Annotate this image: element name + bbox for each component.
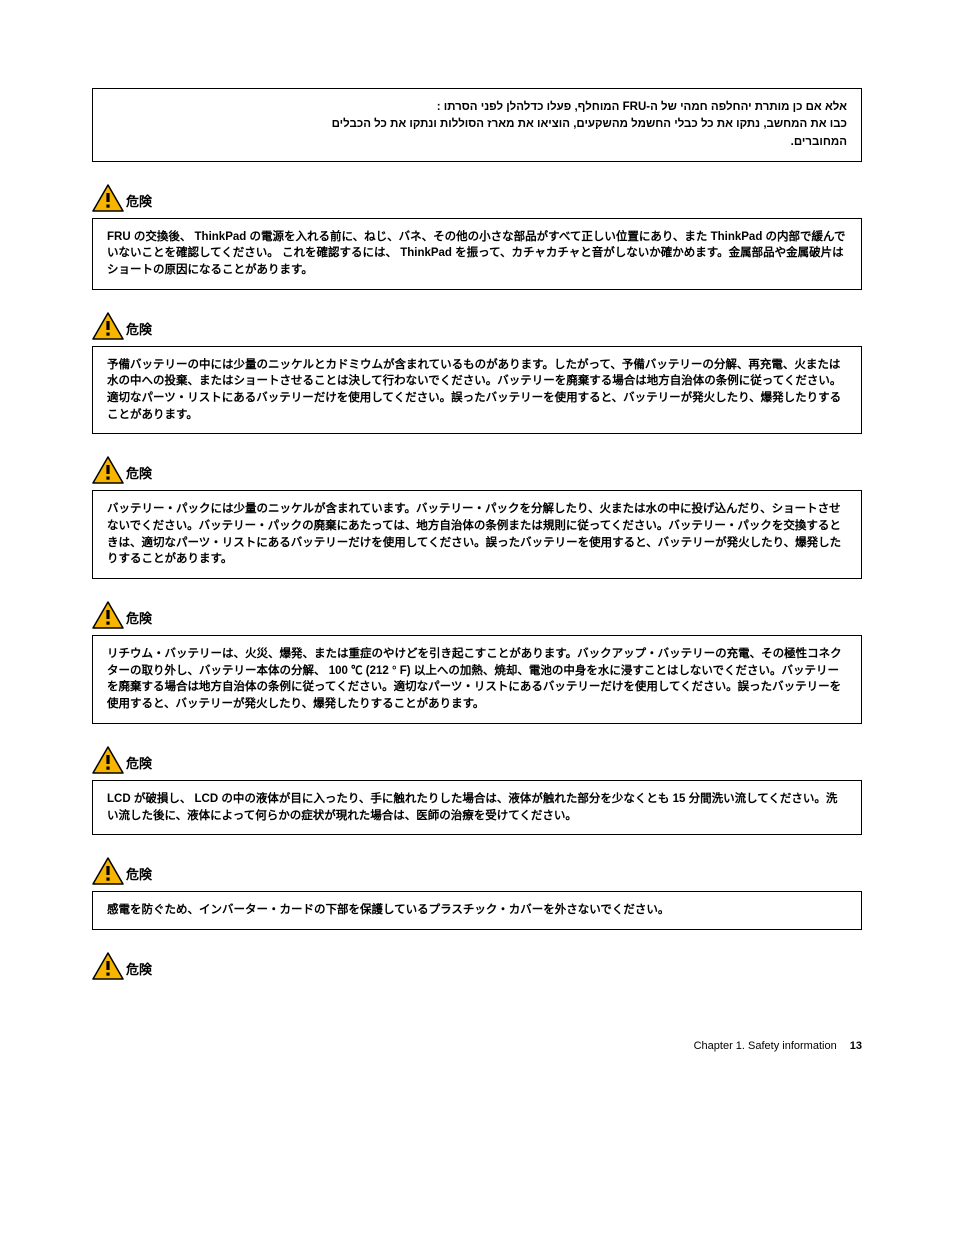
warning-triangle-icon xyxy=(92,184,124,212)
danger-label: 危険 xyxy=(126,753,152,774)
danger-block: 危険感電を防ぐため、インバーター・カードの下部を保護しているプラスチック・カバー… xyxy=(92,857,862,930)
danger-header: 危険 xyxy=(92,601,862,629)
warning-triangle-icon xyxy=(92,952,124,980)
danger-block-trailing: 危険 xyxy=(92,952,862,980)
footer-page-number: 13 xyxy=(850,1040,862,1052)
danger-label: 危険 xyxy=(126,463,152,484)
warning-triangle-icon xyxy=(92,456,124,484)
hebrew-text: אלא אם כן מותרת יהחלפה חמהי של ה-FRU המו… xyxy=(107,99,847,151)
hebrew-line: המחוברים. xyxy=(107,134,847,151)
danger-blocks-container: 危険 FRU の交換後、 ThinkPad の電源を入れる前に、ねじ、バネ、その他… xyxy=(92,184,862,930)
danger-body-text: 予備バッテリーの中には少量のニッケルとカドミウムが含まれているものがあります。し… xyxy=(92,346,862,435)
danger-body-text: リチウム・バッテリーは、火災、爆発、または重症のやけどを引き起こすことがあります… xyxy=(92,635,862,724)
danger-body-text: LCD が破損し、 LCD の中の液体が目に入ったり、手に触れたりした場合は、液… xyxy=(92,780,862,835)
hebrew-line: אלא אם כן מותרת יהחלפה חמהי של ה-FRU המו… xyxy=(107,99,847,116)
warning-triangle-icon xyxy=(92,746,124,774)
danger-label: 危険 xyxy=(126,959,152,980)
hebrew-warning-box: אלא אם כן מותרת יהחלפה חמהי של ה-FRU המו… xyxy=(92,88,862,162)
danger-label: 危険 xyxy=(126,864,152,885)
page-footer: Chapter 1. Safety information 13 xyxy=(92,1040,862,1052)
warning-triangle-icon xyxy=(92,857,124,885)
footer-chapter: Chapter 1. Safety information xyxy=(694,1040,837,1052)
danger-header: 危険 xyxy=(92,312,862,340)
danger-header: 危険 xyxy=(92,746,862,774)
hebrew-line: כבו את המחשב, נתקו את כל כבלי החשמל מהשק… xyxy=(107,116,847,133)
danger-header: 危険 xyxy=(92,952,862,980)
danger-block: 危険バッテリー・パックには少量のニッケルが含まれています。バッテリー・パックを分… xyxy=(92,456,862,579)
danger-block: 危険リチウム・バッテリーは、火災、爆発、または重症のやけどを引き起こすことがあり… xyxy=(92,601,862,724)
danger-label: 危険 xyxy=(126,319,152,340)
danger-block: 危険 FRU の交換後、 ThinkPad の電源を入れる前に、ねじ、バネ、その他… xyxy=(92,184,862,290)
warning-triangle-icon xyxy=(92,312,124,340)
danger-header: 危険 xyxy=(92,456,862,484)
danger-block: 危険 LCD が破損し、 LCD の中の液体が目に入ったり、手に触れたりした場合は… xyxy=(92,746,862,835)
danger-label: 危険 xyxy=(126,608,152,629)
danger-label: 危険 xyxy=(126,191,152,212)
danger-body-text: FRU の交換後、 ThinkPad の電源を入れる前に、ねじ、バネ、その他の小… xyxy=(92,218,862,290)
danger-header: 危険 xyxy=(92,857,862,885)
warning-triangle-icon xyxy=(92,601,124,629)
danger-body-text: 感電を防ぐため、インバーター・カードの下部を保護しているプラスチック・カバーを外… xyxy=(92,891,862,930)
danger-body-text: バッテリー・パックには少量のニッケルが含まれています。バッテリー・パックを分解し… xyxy=(92,490,862,579)
danger-header: 危険 xyxy=(92,184,862,212)
danger-block: 危険予備バッテリーの中には少量のニッケルとカドミウムが含まれているものがあります… xyxy=(92,312,862,435)
